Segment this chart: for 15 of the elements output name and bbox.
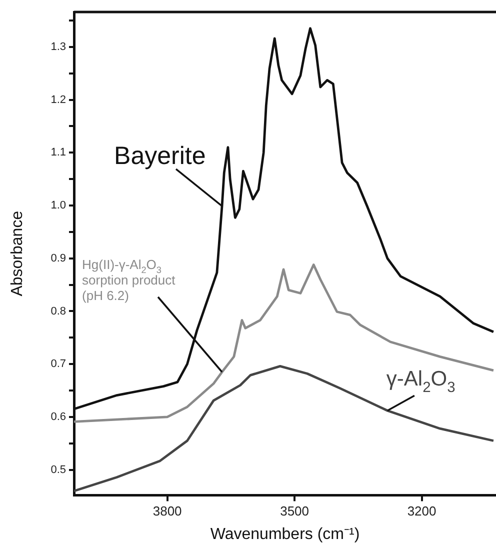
y-tick-label: 1.3	[50, 40, 66, 53]
y-tick-label: 1.1	[50, 146, 66, 159]
y-tick-label: 0.9	[50, 252, 66, 264]
y-tick-label: 0.7	[50, 358, 66, 370]
y-tick-label: 0.6	[50, 410, 66, 423]
x-tick-label: 3200	[407, 504, 436, 519]
x-axis-title: Wavenumbers (cm⁻¹)	[210, 526, 360, 543]
series-label: Bayerite	[114, 142, 206, 170]
y-tick-label: 0.8	[50, 305, 66, 318]
y-tick-label: 1.2	[50, 94, 66, 106]
x-tick-label: 3500	[280, 504, 310, 519]
x-tick-label: 3800	[152, 504, 182, 519]
y-tick-label: 1.0	[50, 200, 66, 212]
y-axis-title: Absorbance	[9, 210, 26, 296]
y-tick-label: 0.5	[50, 464, 66, 476]
